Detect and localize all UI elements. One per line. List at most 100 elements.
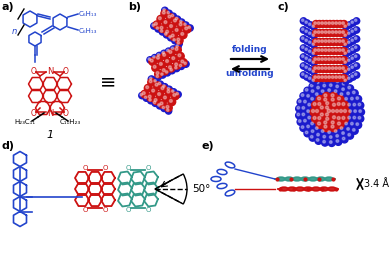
Circle shape (301, 73, 304, 75)
Circle shape (305, 75, 307, 77)
Circle shape (330, 39, 337, 45)
Circle shape (174, 46, 181, 54)
Circle shape (315, 137, 322, 144)
Circle shape (301, 28, 304, 30)
Circle shape (335, 76, 337, 78)
Circle shape (176, 40, 183, 47)
Circle shape (323, 47, 330, 55)
Circle shape (333, 57, 340, 63)
Circle shape (333, 129, 340, 135)
Circle shape (339, 109, 342, 112)
Circle shape (312, 25, 314, 27)
Circle shape (344, 79, 346, 81)
Circle shape (323, 135, 326, 138)
Circle shape (161, 50, 167, 57)
Circle shape (342, 102, 345, 106)
Circle shape (178, 54, 181, 57)
Circle shape (331, 58, 334, 60)
Circle shape (321, 76, 323, 78)
Circle shape (309, 134, 316, 141)
Circle shape (350, 29, 356, 35)
Circle shape (336, 101, 344, 109)
Circle shape (158, 82, 161, 85)
Circle shape (314, 108, 322, 116)
Circle shape (153, 56, 155, 58)
Circle shape (297, 113, 300, 116)
Circle shape (162, 11, 165, 14)
Circle shape (351, 122, 353, 125)
Text: 50°: 50° (192, 184, 210, 194)
Circle shape (156, 52, 163, 59)
Text: C₆H₁₃: C₆H₁₃ (79, 28, 98, 34)
Circle shape (149, 58, 156, 65)
Circle shape (157, 53, 160, 56)
Circle shape (318, 102, 321, 106)
Circle shape (323, 29, 330, 37)
Circle shape (180, 20, 182, 22)
Circle shape (355, 37, 357, 39)
Circle shape (179, 23, 182, 26)
Circle shape (331, 22, 334, 24)
Circle shape (296, 105, 303, 112)
Circle shape (170, 25, 172, 27)
Circle shape (160, 63, 162, 65)
Circle shape (328, 40, 330, 42)
Circle shape (330, 93, 338, 100)
Circle shape (183, 61, 189, 67)
Circle shape (175, 63, 177, 66)
Circle shape (304, 74, 310, 80)
Circle shape (338, 31, 341, 34)
Circle shape (173, 39, 176, 41)
Circle shape (336, 96, 344, 104)
Text: O: O (102, 207, 108, 213)
Circle shape (175, 29, 178, 31)
Circle shape (308, 116, 310, 119)
Circle shape (316, 93, 318, 96)
Circle shape (344, 61, 346, 63)
Circle shape (316, 132, 323, 139)
Circle shape (346, 115, 353, 122)
Circle shape (301, 112, 308, 119)
Circle shape (311, 33, 317, 39)
Circle shape (176, 93, 179, 95)
Circle shape (308, 23, 311, 25)
Circle shape (335, 133, 342, 140)
Circle shape (330, 65, 337, 73)
Circle shape (330, 141, 332, 143)
Circle shape (307, 102, 314, 109)
Circle shape (311, 60, 317, 66)
Circle shape (347, 85, 354, 92)
Text: O: O (125, 165, 131, 171)
Circle shape (346, 58, 353, 64)
Circle shape (304, 47, 310, 53)
Circle shape (320, 89, 327, 96)
Circle shape (342, 116, 345, 119)
Circle shape (317, 86, 319, 89)
Circle shape (326, 88, 333, 94)
Circle shape (301, 126, 304, 129)
Circle shape (141, 90, 149, 98)
Circle shape (164, 29, 172, 36)
Circle shape (335, 138, 342, 145)
Circle shape (324, 31, 327, 34)
Circle shape (359, 110, 362, 112)
Circle shape (156, 71, 159, 75)
Circle shape (333, 89, 340, 96)
Circle shape (323, 57, 330, 63)
Circle shape (328, 76, 330, 78)
Circle shape (343, 60, 349, 66)
Circle shape (333, 75, 340, 81)
Circle shape (355, 28, 357, 30)
Circle shape (331, 125, 334, 128)
Circle shape (316, 29, 323, 37)
Circle shape (335, 49, 337, 52)
Circle shape (301, 105, 308, 112)
Circle shape (353, 72, 360, 78)
Circle shape (312, 20, 319, 27)
Circle shape (166, 10, 172, 17)
Circle shape (158, 61, 166, 69)
Circle shape (304, 87, 311, 94)
Circle shape (183, 22, 189, 28)
Circle shape (152, 78, 159, 85)
Circle shape (296, 112, 303, 119)
